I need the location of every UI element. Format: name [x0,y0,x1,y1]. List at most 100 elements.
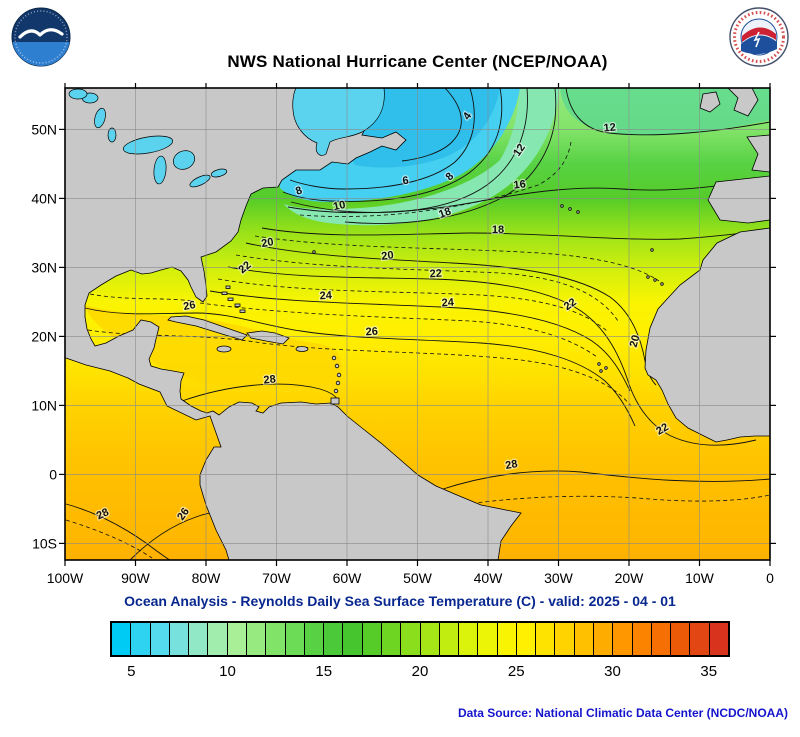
land-masses [65,88,770,560]
x-axis-label: 90W [121,570,151,586]
colorbar-segment [574,623,595,655]
lake-winnipeg [94,107,106,129]
land-france [746,134,770,173]
contour-label: 22 [429,268,442,281]
colorbar-segment [478,623,498,655]
y-axis-labels: 50N 40N 30N 20N 10N 0 10S [31,121,57,551]
colorbar-segment [420,623,440,655]
x-axis-label: 10W [685,570,715,586]
contour-label: 24 [441,297,455,310]
map-wrap: 4 6 8 8 10 12 12 16 18 18 20 20 20 22 22 22 22 24 24 26 26 26… [0,80,800,595]
northern-lake-2 [107,127,117,143]
lakes [68,88,385,188]
contour-label: 12 [603,122,616,135]
grid-lines [65,88,770,560]
y-axis-label: 50N [31,121,57,137]
contour-label: 18 [492,224,504,236]
colorbar-segment [169,623,190,655]
colorbar-tick-label: 30 [604,663,621,680]
land-jamaica [216,345,232,353]
x-axis-labels: 100W 90W 80W 70W 60W 50W 40W 30W 20W 10W 0 [47,570,774,586]
land-americas [65,88,522,560]
colorbar-segment [690,623,710,655]
contour-label: 10 [332,199,346,213]
colorbar-segment [555,623,575,655]
nws-red-band-icon [742,27,776,42]
colorbar-segment [671,623,691,655]
colorbar-segment [362,623,382,655]
noaa-logo-ring-text [14,10,68,64]
lake-huron [172,150,196,170]
x-axis-label: 100W [47,570,84,586]
land-bahamas [221,285,246,313]
lake-ontario [210,168,228,178]
nws-blue-band-icon [741,35,777,55]
land-iberia [707,175,770,224]
colorbar [110,621,730,657]
page-title: NWS National Hurricane Center (NCEP/NOAA… [227,52,608,71]
contour-label: 16 [513,178,526,191]
contour-label: 20 [381,249,395,263]
x-axis-label: 70W [262,570,292,586]
cool-band [284,88,560,226]
contour-label: 28 [263,373,276,386]
contour-label: 26 [182,299,196,313]
colorbar-tick-label: 25 [507,663,525,680]
nws-logo-ring-text [733,11,785,63]
colorbar-segment [246,623,267,655]
colorbar-segment [285,623,305,655]
colorbar-segment [208,623,228,655]
land-hispaniola [246,330,290,345]
colorbar-segment [189,623,209,655]
land-cuba [167,315,248,341]
nws-logo [729,7,789,67]
noaa-logo-sea [12,42,70,66]
contour-label: 18 [437,205,453,220]
colorbar-segment [401,623,421,655]
y-axis-label: 20N [31,328,57,344]
colorbar-segment [594,623,614,655]
colorbar-segment [709,623,728,655]
x-axis-label: 80W [192,570,222,586]
colorbar-tick-labels: 5 10 15 20 25 30 35 [110,663,730,683]
land-puerto-rico [295,346,309,352]
contour-label: 6 [402,175,410,188]
colorbar-segment [536,623,556,655]
small-islands [312,204,664,373]
colorbar-segment [381,623,402,655]
hudson-bay [292,88,385,156]
colorbar-segment [613,623,633,655]
colorbar-segment [651,623,672,655]
colorbar-segment [343,623,363,655]
x-axis-label: 40W [474,570,504,586]
land-africa [644,227,770,443]
land-lesser-antilles [330,355,342,405]
y-axis-label: 40N [31,190,57,206]
colorbar-segment [304,623,325,655]
colorbar-segment [516,623,537,655]
colorbar-segment [459,623,479,655]
axis-ticks [59,83,776,566]
colorbar-segment [112,623,132,655]
colorbar-tick-label: 10 [219,663,236,680]
contour-label: 20 [628,334,643,349]
noaa-seagull-icon [18,28,64,39]
map-subtitle: Ocean Analysis - Reynolds Daily Sea Surf… [124,593,676,609]
contour-label: 26 [365,326,378,339]
contour-label: 20 [260,236,274,250]
colorbar-segment [227,623,247,655]
data-source: Data Source: National Climatic Data Cent… [457,706,788,720]
colorbar-segment [324,623,344,655]
noaa-logo [11,7,71,67]
colorbar-segment [266,623,286,655]
corner-lake [68,88,88,100]
colorbar-segment [497,623,517,655]
colorbar-tick-label: 20 [411,663,429,680]
colorbar-tick-label: 35 [700,663,718,680]
x-axis-label: 30W [544,570,574,586]
contour-label: 24 [319,290,333,303]
colorbar-segment [439,623,460,655]
nws-lightning-icon [753,31,761,48]
